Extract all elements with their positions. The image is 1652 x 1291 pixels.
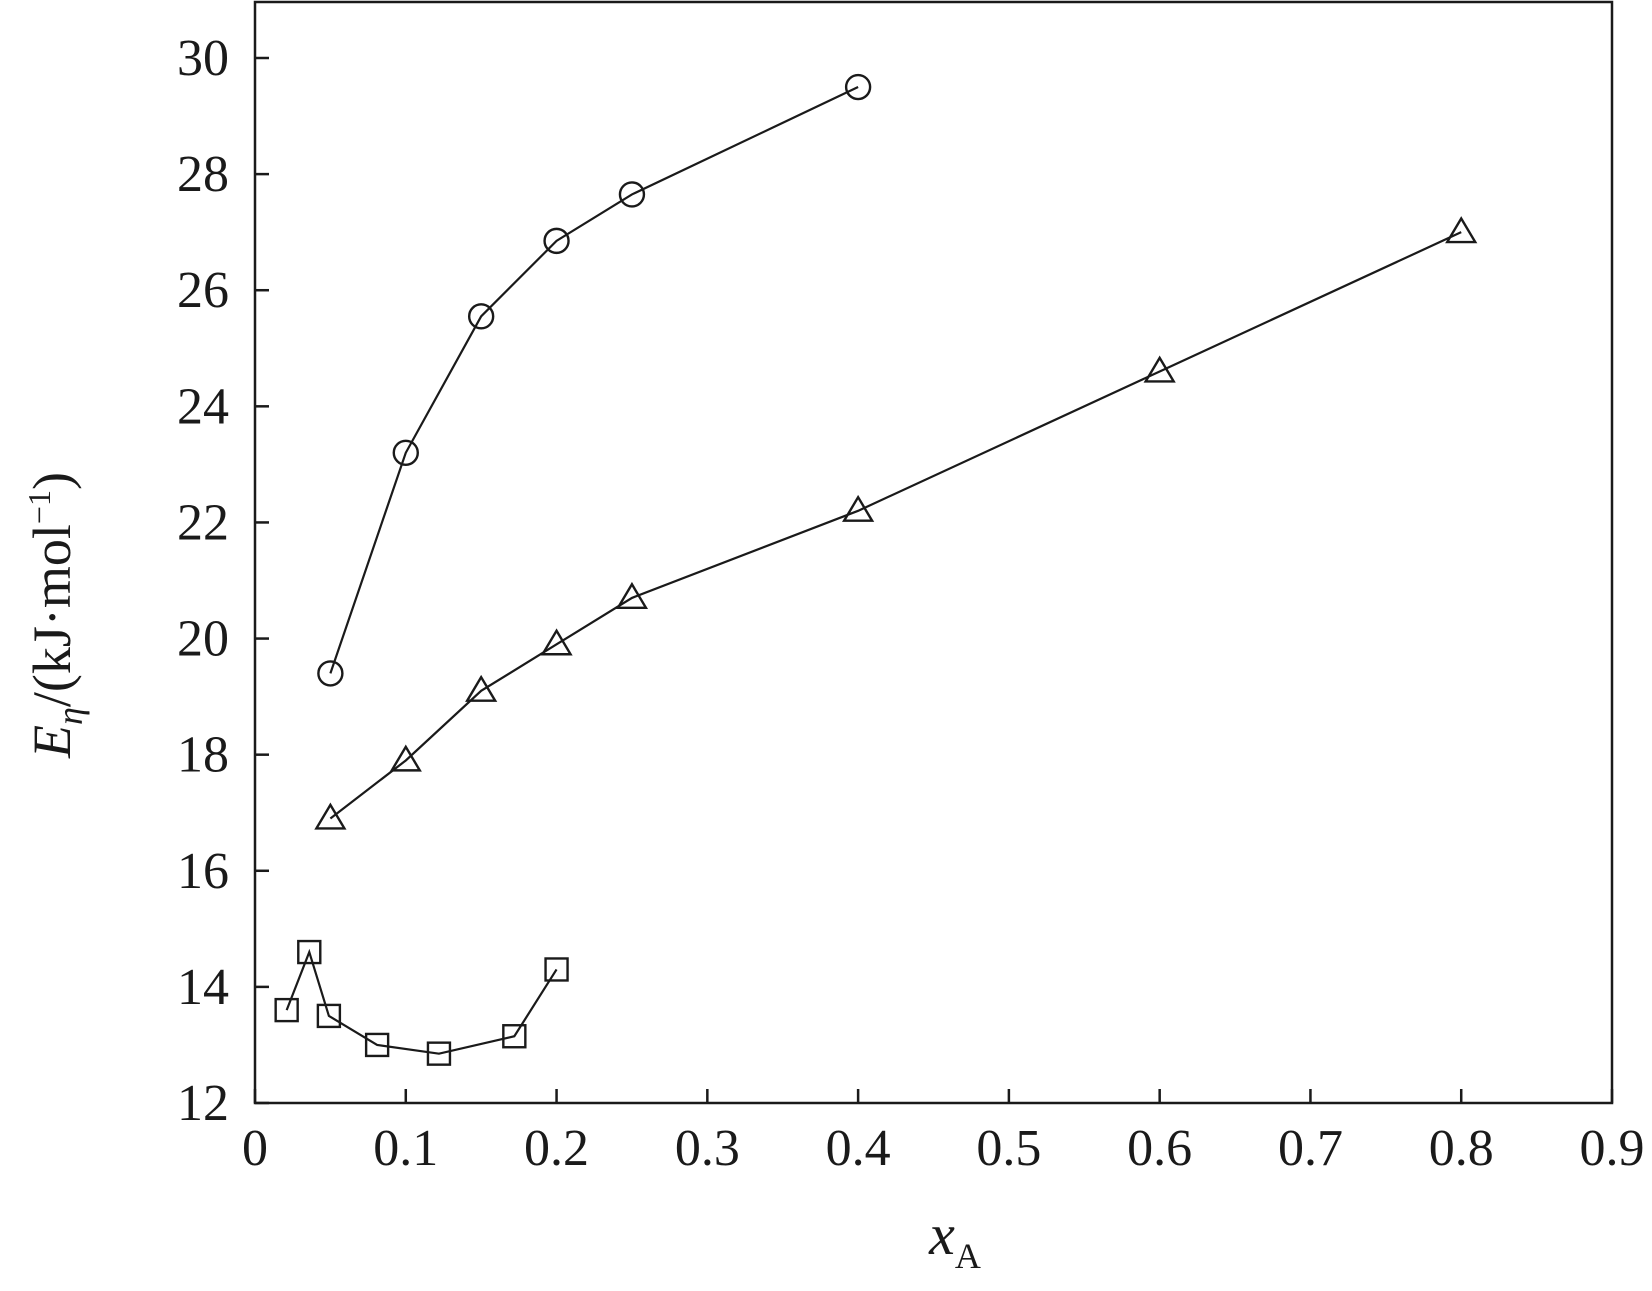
y-tick-label: 20 [177,611,229,668]
axis-titles: Eη/(kJ·mol−1) xA [21,472,981,1276]
y-tick-label: 22 [177,494,229,551]
y-tick-label: 30 [177,30,229,87]
series-layer [274,73,1478,1066]
axes: 0 0.1 0.2 0.3 0.4 0.5 0.6 0.7 0.8 0.9 12 14 16 18 20 22… [177,0,1645,1177]
y-tick-label: 26 [177,262,229,319]
series-line-circle [329,86,859,674]
x-tick-label: 0.2 [524,1120,589,1177]
square-marker [502,1024,527,1049]
circle-marker [467,303,495,330]
series-triangle [314,216,1478,830]
triangle-marker [314,802,347,830]
x-tick-label: 0.4 [826,1120,891,1177]
circle-marker [844,73,872,101]
x-tick-label: 0.5 [976,1120,1041,1177]
triangle-marker [1143,355,1176,383]
y-tick-label: 12 [177,1075,229,1132]
triangle-marker [1445,216,1478,244]
x-tick-label: 0.8 [1429,1120,1494,1177]
y-tick-label: 18 [177,727,229,784]
triangle-marker [389,744,422,772]
square-marker [297,939,322,965]
square-marker [274,997,299,1023]
x-tick-label: 0.1 [373,1120,438,1177]
x-tick-label: 0.6 [1127,1120,1192,1177]
series-line-triangle [329,231,1462,820]
circle-marker [392,439,419,466]
triangle-marker [465,674,498,702]
triangle-marker [842,494,875,522]
square-marker [544,957,569,982]
square-marker [426,1041,452,1066]
x-tick-label: 0 [242,1120,268,1177]
y-tick-label: 24 [177,378,229,435]
circle-marker [317,660,344,687]
square-marker [316,1003,342,1029]
triangle-marker [615,581,649,610]
x-tick-label: 0.9 [1580,1120,1645,1177]
circle-marker [543,227,570,255]
y-tick-label: 16 [177,843,229,900]
y-tick-label: 28 [177,146,229,203]
square-marker [364,1032,390,1058]
series-line-square [285,948,558,1055]
series-square [274,939,569,1066]
x-axis-title: xA [928,1202,981,1276]
circle-marker [618,181,646,208]
x-tick-label: 0.7 [1278,1120,1343,1177]
plot-frame [253,0,1614,1105]
y-tick-label: 14 [177,959,229,1016]
series-circle [317,73,872,687]
triangle-marker [540,628,573,656]
y-axis-title: Eη/(kJ·mol−1) [21,472,90,759]
x-tick-label: 0.3 [675,1120,740,1177]
